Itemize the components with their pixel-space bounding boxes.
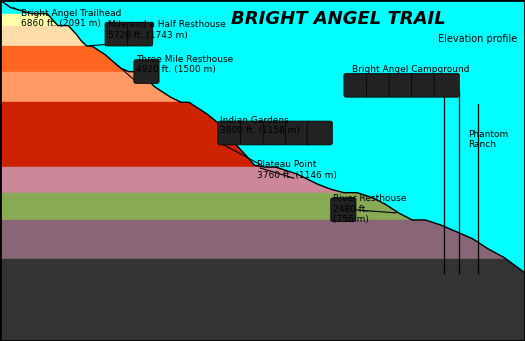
Bar <box>0 26 525 46</box>
Bar <box>0 72 525 102</box>
Text: Plateau Point
3760 ft. (1146 m): Plateau Point 3760 ft. (1146 m) <box>257 160 337 180</box>
Bar <box>0 102 525 167</box>
Text: Phantom
Ranch: Phantom Ranch <box>468 130 509 149</box>
FancyBboxPatch shape <box>389 73 414 97</box>
FancyBboxPatch shape <box>434 73 459 97</box>
FancyBboxPatch shape <box>366 73 392 97</box>
Bar <box>0 46 525 72</box>
FancyBboxPatch shape <box>134 60 159 84</box>
Text: Bright Angel Trailhead
6860 ft. (2091 m): Bright Angel Trailhead 6860 ft. (2091 m) <box>13 8 121 28</box>
FancyBboxPatch shape <box>307 121 332 145</box>
FancyBboxPatch shape <box>105 22 130 46</box>
Text: Three Mile Resthouse
4920 ft. (1500 m): Three Mile Resthouse 4920 ft. (1500 m) <box>136 55 234 74</box>
Bar <box>0 259 525 341</box>
Polygon shape <box>0 0 525 273</box>
FancyBboxPatch shape <box>286 121 311 145</box>
FancyBboxPatch shape <box>240 121 266 145</box>
Text: Elevation profile: Elevation profile <box>438 34 517 44</box>
Bar <box>0 14 525 26</box>
Text: BRIGHT ANGEL TRAIL: BRIGHT ANGEL TRAIL <box>231 10 446 28</box>
FancyBboxPatch shape <box>218 121 243 145</box>
FancyBboxPatch shape <box>412 73 437 97</box>
FancyBboxPatch shape <box>331 198 356 222</box>
Text: Indian Gardens
3800 ft. (1158 m): Indian Gardens 3800 ft. (1158 m) <box>220 116 300 135</box>
FancyBboxPatch shape <box>344 73 369 97</box>
FancyBboxPatch shape <box>263 121 288 145</box>
Bar <box>0 167 525 193</box>
FancyBboxPatch shape <box>128 22 153 46</box>
Text: Mile and a Half Resthouse
5720 ft. (1743 m): Mile and a Half Resthouse 5720 ft. (1743… <box>108 20 225 40</box>
Text: River Resthouse
2480 ft.
(756 m): River Resthouse 2480 ft. (756 m) <box>333 194 407 224</box>
Text: Bright Angel Campground: Bright Angel Campground <box>352 65 469 74</box>
Bar <box>0 220 525 259</box>
Bar <box>0 193 525 220</box>
